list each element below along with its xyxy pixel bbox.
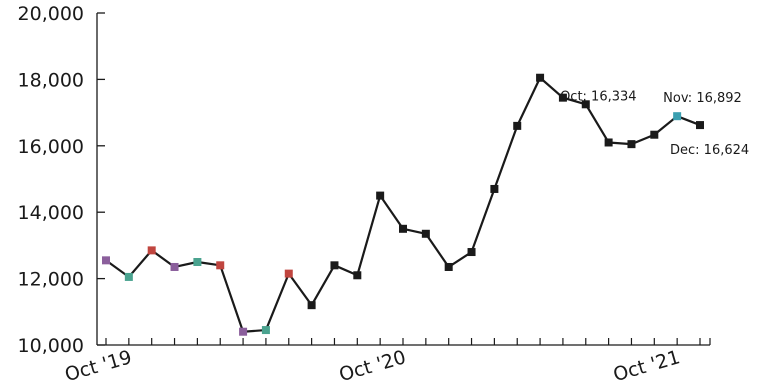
data-point <box>696 121 704 130</box>
annotation-label: Oct: 16,334 <box>560 90 636 105</box>
data-point <box>376 191 385 200</box>
annotation-label: Nov: 16,892 <box>663 91 742 106</box>
data-point <box>421 229 430 238</box>
y-tick-label: 18,000 <box>18 69 84 91</box>
data-point <box>581 100 590 109</box>
data-point <box>650 130 659 139</box>
data-point <box>673 112 682 121</box>
data-point <box>399 224 407 233</box>
data-point <box>307 301 316 310</box>
annotations: Oct: 16,334 Nov: 16,892 Dec: 16,624 <box>560 90 749 158</box>
data-point <box>216 261 225 270</box>
x-axis: Oct '19 Oct '20 Oct '21 <box>62 338 711 386</box>
data-point <box>627 140 636 149</box>
data-point <box>353 271 362 280</box>
data-point <box>536 73 545 82</box>
x-tick-label: Oct '20 <box>337 346 409 386</box>
data-point <box>467 248 476 257</box>
data-point <box>284 269 293 278</box>
data-point <box>330 261 339 270</box>
data-point <box>604 138 613 147</box>
data-points <box>102 73 704 336</box>
data-point <box>261 326 270 335</box>
x-tick-label: Oct '21 <box>611 346 683 386</box>
y-axis: 10,000 12,000 14,000 16,000 18,000 20,000 <box>18 3 105 357</box>
series-line <box>105 76 701 333</box>
data-point <box>147 246 156 255</box>
data-point <box>558 93 567 102</box>
data-point <box>124 272 133 281</box>
data-point <box>490 184 499 193</box>
data-point <box>102 256 110 265</box>
y-tick-label: 10,000 <box>18 335 84 357</box>
y-tick-label: 12,000 <box>18 269 84 291</box>
data-point <box>444 262 453 271</box>
data-point <box>239 327 248 336</box>
y-tick-label: 14,000 <box>18 202 84 224</box>
y-tick-label: 20,000 <box>18 3 84 25</box>
data-point <box>193 258 202 266</box>
data-point <box>513 121 522 130</box>
data-point <box>170 262 179 271</box>
annotation-label: Dec: 16,624 <box>670 143 749 158</box>
series-line-path <box>105 76 701 333</box>
y-tick-label: 16,000 <box>18 136 84 158</box>
